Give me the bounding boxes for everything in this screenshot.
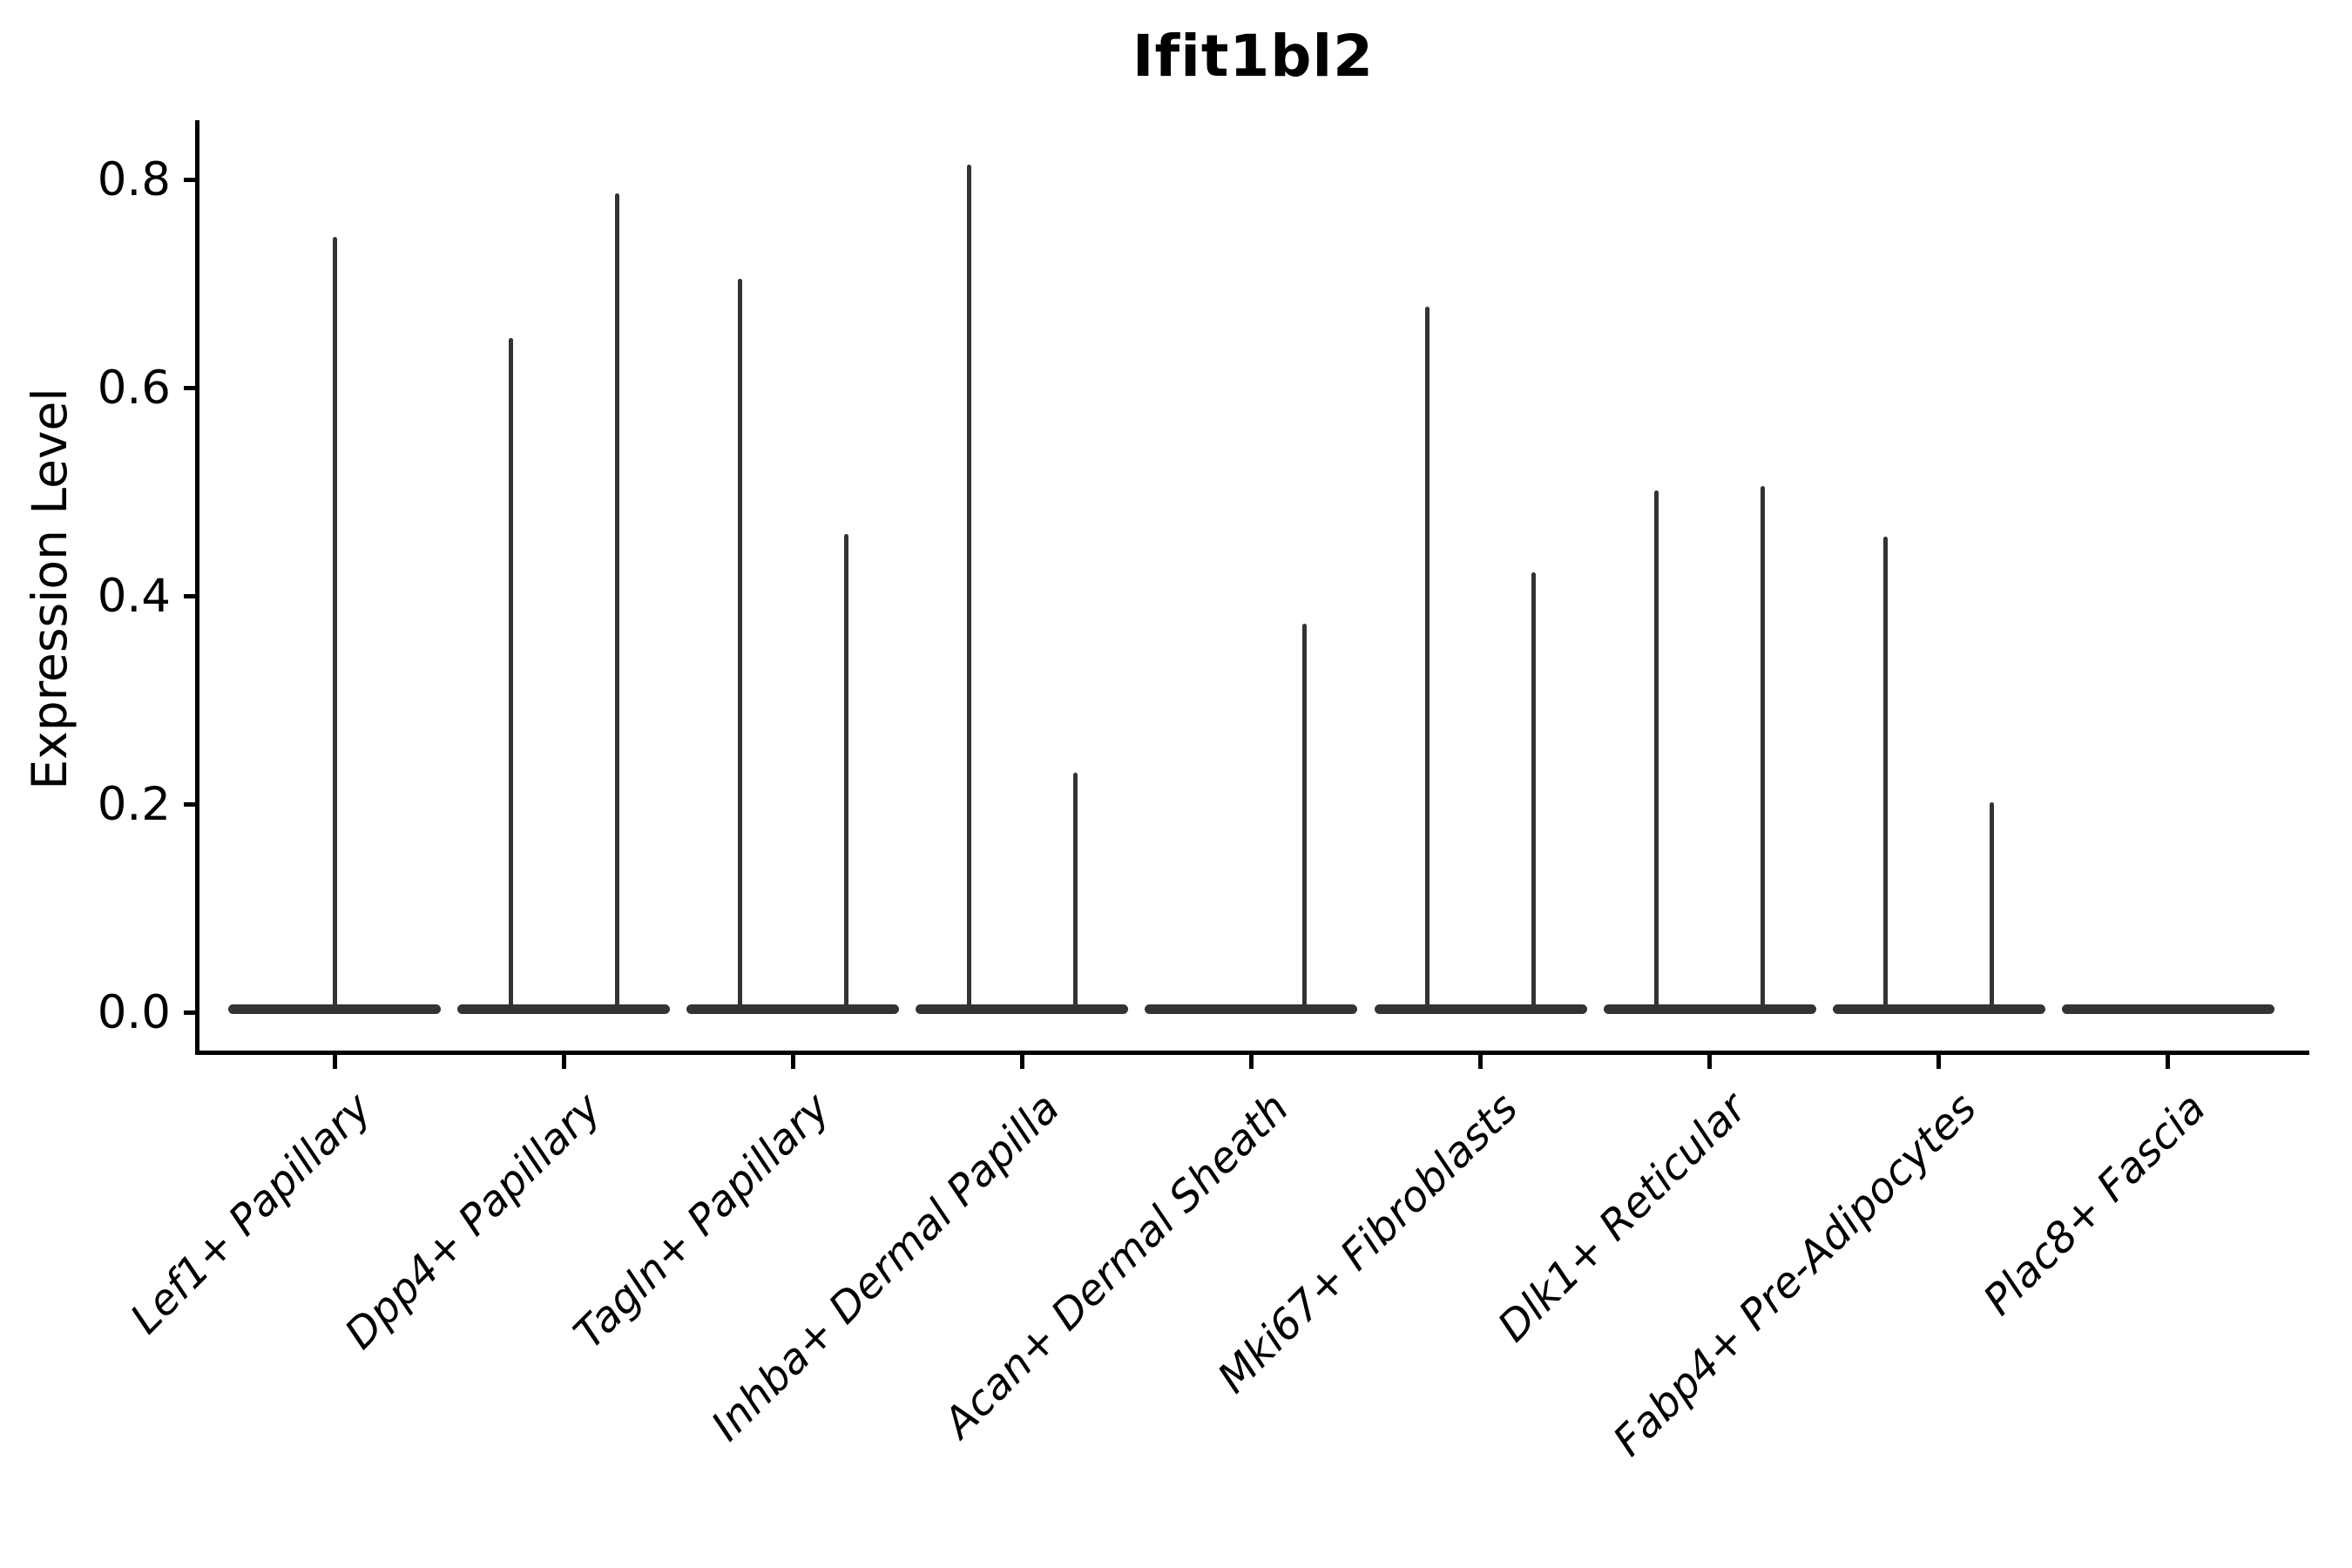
violin-base — [916, 1004, 1129, 1014]
violin-spike — [1990, 802, 1995, 1010]
violin-spike — [1883, 537, 1889, 1010]
x-tick-mark — [561, 1054, 566, 1069]
violin-spike — [614, 193, 619, 1010]
y-tick-mark — [184, 594, 198, 599]
x-tick-label: Lef1+ Papillary — [121, 1084, 382, 1344]
violin-base — [1832, 1004, 2045, 1014]
violin-spike — [966, 164, 971, 1010]
violin-base — [2061, 1004, 2274, 1014]
violin-base — [1145, 1004, 1358, 1014]
y-axis-line — [195, 120, 199, 1055]
violin-spike — [1654, 490, 1659, 1010]
x-tick-label: Fabp4+ Pre-Adipocytes — [1603, 1084, 1986, 1466]
x-tick-mark — [2166, 1054, 2171, 1069]
violin-base — [1374, 1004, 1587, 1014]
x-tick-mark — [1248, 1054, 1254, 1069]
x-tick-label: Dpp4+ Papillary — [335, 1084, 611, 1359]
y-tick-mark — [184, 178, 198, 183]
violin-spike — [332, 237, 337, 1010]
y-tick-label: 0.0 — [97, 985, 171, 1039]
x-tick-mark — [1478, 1054, 1483, 1069]
y-tick-label: 0.4 — [97, 569, 171, 623]
x-tick-label: Dlk1+ Reticular — [1489, 1084, 1757, 1352]
y-tick-mark — [184, 386, 198, 391]
x-tick-mark — [1707, 1054, 1713, 1069]
violin-spike — [1072, 772, 1078, 1010]
violin-base — [228, 1004, 441, 1014]
y-tick-mark — [184, 1010, 198, 1015]
y-tick-label: 0.6 — [97, 361, 171, 415]
x-tick-mark — [332, 1054, 337, 1069]
x-tick-mark — [790, 1054, 795, 1069]
y-tick-mark — [184, 802, 198, 808]
violin-spike — [737, 279, 742, 1010]
violin-base — [457, 1004, 671, 1014]
violin-spike — [1761, 485, 1766, 1010]
violin-spike — [1531, 572, 1536, 1010]
violin-spike — [1301, 623, 1307, 1010]
violin-spike — [1425, 307, 1429, 1010]
x-tick-mark — [1019, 1054, 1024, 1069]
x-axis-line — [195, 1051, 2309, 1055]
x-tick-label: Tagln+ Papillary — [564, 1084, 840, 1359]
chart-title: Ifit1bl2 — [1132, 23, 1375, 90]
y-tick-label: 0.8 — [97, 152, 171, 206]
violin-spike — [508, 338, 513, 1010]
x-tick-mark — [1936, 1054, 1942, 1069]
violin-base — [1603, 1004, 1816, 1014]
y-tick-label: 0.2 — [97, 777, 171, 831]
violin-base — [686, 1004, 900, 1014]
x-tick-label: Plac8+ Fascia — [1973, 1084, 2215, 1325]
violin-spike — [843, 533, 848, 1010]
